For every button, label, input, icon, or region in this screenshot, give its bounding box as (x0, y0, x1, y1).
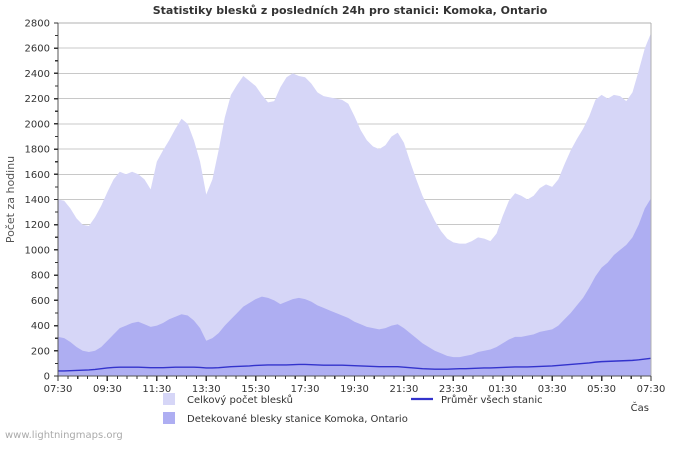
x-tick-label: 11:30 (142, 384, 171, 395)
legend-label-average: Průměr všech stanic (441, 394, 543, 406)
legend-label-station: Detekované blesky stanice Komoka, Ontari… (187, 413, 408, 425)
x-tick-label: 21:30 (390, 384, 419, 395)
x-tick-label: 01:30 (488, 384, 517, 395)
y-tick-label: 1400 (25, 195, 50, 206)
x-tick-label: 13:30 (192, 384, 221, 395)
x-tick-label: 17:30 (291, 384, 320, 395)
y-tick-label: 2200 (25, 94, 50, 105)
y-axis-title: Počet za hodinu (4, 156, 17, 243)
y-tick-label: 2000 (25, 119, 50, 130)
x-tick-label: 15:30 (241, 384, 270, 395)
x-tick-label: 07:30 (44, 384, 73, 395)
y-tick-label: 800 (31, 271, 50, 282)
x-tick-label: 09:30 (93, 384, 122, 395)
series-line-average (58, 357, 652, 372)
x-tick-label: 03:30 (538, 384, 567, 395)
y-tick-label: 200 (31, 346, 50, 357)
x-tick-label: 19:30 (340, 384, 369, 395)
series-area-station (58, 198, 651, 376)
y-tick-label: 1800 (25, 145, 50, 156)
x-axis-title: Čas (631, 401, 649, 414)
y-tick-label: 1000 (25, 245, 50, 256)
footer-attribution: www.lightningmaps.org (5, 430, 123, 441)
x-tick-label: 07:30 (637, 384, 666, 395)
y-tick-label: 600 (31, 296, 50, 307)
x-tick-label: 23:30 (439, 384, 468, 395)
legend: Celkový počet blesků Průměr všech stanic D… (163, 393, 543, 425)
y-tick-label: 2400 (25, 69, 50, 80)
y-tick-label: 2600 (25, 44, 50, 55)
y-tick-label: 0 (44, 372, 50, 383)
x-axis-ticks: 07:30 09:30 11:30 13:30 15:30 17:30 19:30 21:30… (44, 376, 666, 395)
legend-swatch-station (163, 412, 175, 424)
series-area-total (58, 33, 651, 377)
legend-label-total: Celkový počet blesků (187, 394, 293, 406)
x-tick-label: 05:30 (587, 384, 616, 395)
legend-swatch-total (163, 393, 175, 405)
y-tick-label: 400 (31, 321, 50, 332)
y-tick-label: 1600 (25, 170, 50, 181)
page-title: Statistiky blesků z posledních 24h pro s… (152, 4, 548, 17)
y-axis-ticks: 0 200 400 600 800 1000 1200 1400 1600 1800 2000 220… (25, 19, 58, 383)
y-tick-label: 2800 (25, 19, 50, 30)
y-tick-label: 1200 (25, 220, 50, 231)
